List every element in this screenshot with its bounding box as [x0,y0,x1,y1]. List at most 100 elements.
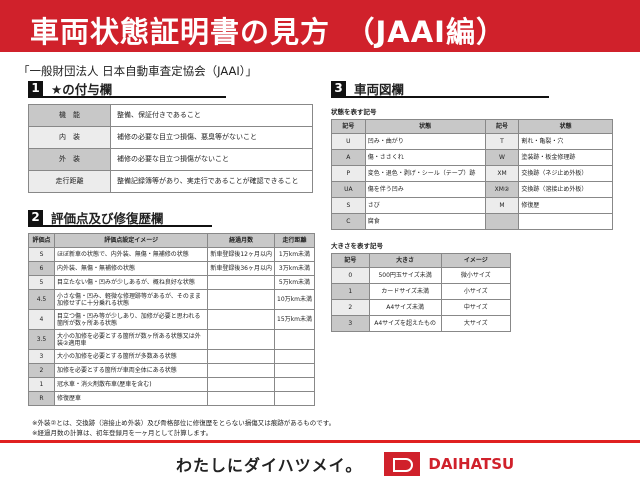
table-cell: A4サイズを超えたもの [368,315,442,332]
table-cell: 傷・ささくれ [364,149,486,166]
organization-name: 「一般財団法人 日本自動車査定協会（JAAI）」 [18,64,258,78]
column-header: 評価点 [28,233,55,248]
table-row: 機 能整備、保証付きであること [28,104,313,127]
table-cell: XM② [484,181,520,198]
table-row: P 変色・退色・剥げ・シール（テープ）跡 XM 交換跡（ネジ止め外板） [331,165,613,182]
table-row: R 修復歴車 [28,391,316,406]
section-title: 車両図欄 [354,81,405,97]
table-cell: 加修を必要とする箇所が車両全体にある状態 [53,363,209,378]
table-cell: 6 [28,261,55,276]
table-cell: 新車登録後12ヶ月以内 [207,247,275,262]
table-cell: 15万km未満 [273,309,316,330]
table-cell [273,363,316,378]
table-cell: 機 能 [28,104,111,127]
table-row: 2 加修を必要とする箇所が車両全体にある状態 [28,363,316,378]
section-number: 2 [28,209,43,225]
table-cell: 凹み・曲がり [364,133,486,150]
table-cell: 2 [331,299,370,316]
table-cell: W [484,149,520,166]
state-symbols-table: 記号 状態 記号 状態 U 凹み・曲がり T 割れ・亀裂・穴 A 傷・ささくれ W 塗装跡・板金修理跡… [331,119,613,230]
table-cell: 1 [331,283,370,300]
daihatsu-logo: DAIHATSU [384,452,514,476]
table-cell: 内 装 [28,126,111,149]
header-row: 評価点 評価点設定イメージ 経過月数 走行距離 [28,233,316,248]
footer: わたしにダイハツメイ。 DAIHATSU [176,452,514,476]
table-cell: XM [484,165,520,182]
column-header: 状態 [364,119,486,134]
table-cell: 3.5 [28,329,55,350]
column-header: 記号 [331,253,370,268]
table-cell: 大小の加修を必要とする箇所が多数ある状態 [53,349,209,364]
table-row: 5 目立たない傷・凹みが少しあるが、概ね良好な状態 5万km未満 [28,275,316,290]
table-row: 内 装補修の必要な目立つ損傷、悪臭等がないこと [28,126,313,149]
table-cell [273,391,316,406]
table-cell: M [484,197,520,214]
star-table: 機 能整備、保証付きであること内 装補修の必要な目立つ損傷、悪臭等がないこと外 … [28,104,313,193]
table-cell: S [28,247,55,262]
table-cell: 傷を伴う凹み [364,181,486,198]
table-cell [207,391,275,406]
column-header: 大きさ [368,253,442,268]
table-cell: T [484,133,520,150]
table-cell: 目立たない傷・凹みが少しあるが、概ね良好な状態 [53,275,209,290]
table-cell: 変色・退色・剥げ・シール（テープ）跡 [364,165,486,182]
table-cell: 5 [28,275,55,290]
table-cell [207,377,275,392]
table-row: 走行距離 整備記録簿等があり、実走行であることが確認できること [28,170,313,193]
page-title: 車両状態証明書の見方 （JAAI編） [0,0,640,52]
section-title: ★の付与欄 [51,81,113,97]
slogan: わたしにダイハツメイ。 [176,456,363,475]
table-row: 0 500円玉サイズ未満 微小サイズ [331,267,512,284]
table-cell: C [331,213,366,230]
table-cell [273,377,316,392]
table-cell: 2 [28,363,55,378]
table-cell [207,349,275,364]
table-cell: 5万km未満 [273,275,316,290]
table-cell [484,213,520,230]
table-row: 3 A4サイズを超えたもの 大サイズ [331,315,512,332]
table-cell: 1万km未満 [273,247,316,262]
table-row: 2 A4サイズ未満 中サイズ [331,299,512,316]
table-row: 4 目立つ傷・凹み等が少しあり、加修が必要と思われる箇所が数ヶ所ある状態 15万km… [28,309,316,330]
table-cell: 大小の加修を必要とする箇所が数ヶ所ある状態又は外装②適用車 [53,329,209,350]
table-cell: 3 [28,349,55,364]
table-cell: S [331,197,366,214]
table-cell: さび [364,197,486,214]
section-title: 評価点及び修復歴欄 [51,210,164,226]
table-cell: P [331,165,366,182]
table-cell: 4 [28,309,55,330]
table-cell: 1 [28,377,55,392]
notes: ※外装②とは、交換跡（溶接止め外装）及び骨格部位に修復歴をとらない損傷又は痕跡が… [32,418,335,438]
table-cell [207,289,275,310]
table-cell [207,275,275,290]
table-row: 1 カードサイズ未満 小サイズ [331,283,512,300]
table-row: 3 大小の加修を必要とする箇所が多数ある状態 [28,349,316,364]
table-row: 4.5 小さな傷・凹み、軽微な修理跡等があるが、そのまま加修せずに十分乗れる状態 1… [28,289,316,310]
table-cell: 冠水車・消火剤散布車(歴車を含む) [53,377,209,392]
table-cell [273,349,316,364]
table-cell: 中サイズ [440,299,512,316]
table-cell: 交換跡（溶接止め外板） [518,181,613,198]
table-cell: UA [331,181,366,198]
table-cell: 外 装 [28,148,111,171]
header-row: 記号 大きさ イメージ [331,253,512,268]
table-cell: 走行距離 [28,170,111,193]
section-number: 1 [28,80,43,96]
state-symbols-label: 状態を表す記号 [331,108,377,116]
table-cell: 整備、保証付きであること [110,104,313,127]
table-cell: 0 [331,267,370,284]
divider [0,440,640,443]
table-cell: 割れ・亀裂・穴 [518,133,613,150]
table-cell: A [331,149,366,166]
daihatsu-mark-icon [384,452,421,476]
table-cell [273,329,316,350]
table-row: C 腐食 [331,213,613,230]
header-row: 記号 状態 記号 状態 [331,119,613,134]
table-cell: 交換跡（ネジ止め外板） [518,165,613,182]
table-cell: 修復歴車 [53,391,209,406]
size-symbols-label: 大きさを表す記号 [331,242,383,250]
table-cell: 4.5 [28,289,55,310]
table-cell: 腐食 [364,213,486,230]
table-cell: 3万km未満 [273,261,316,276]
left-column: 1 ★の付与欄 機 能整備、保証付きであること内 装補修の必要な目立つ損傷、悪臭等… [28,80,316,406]
